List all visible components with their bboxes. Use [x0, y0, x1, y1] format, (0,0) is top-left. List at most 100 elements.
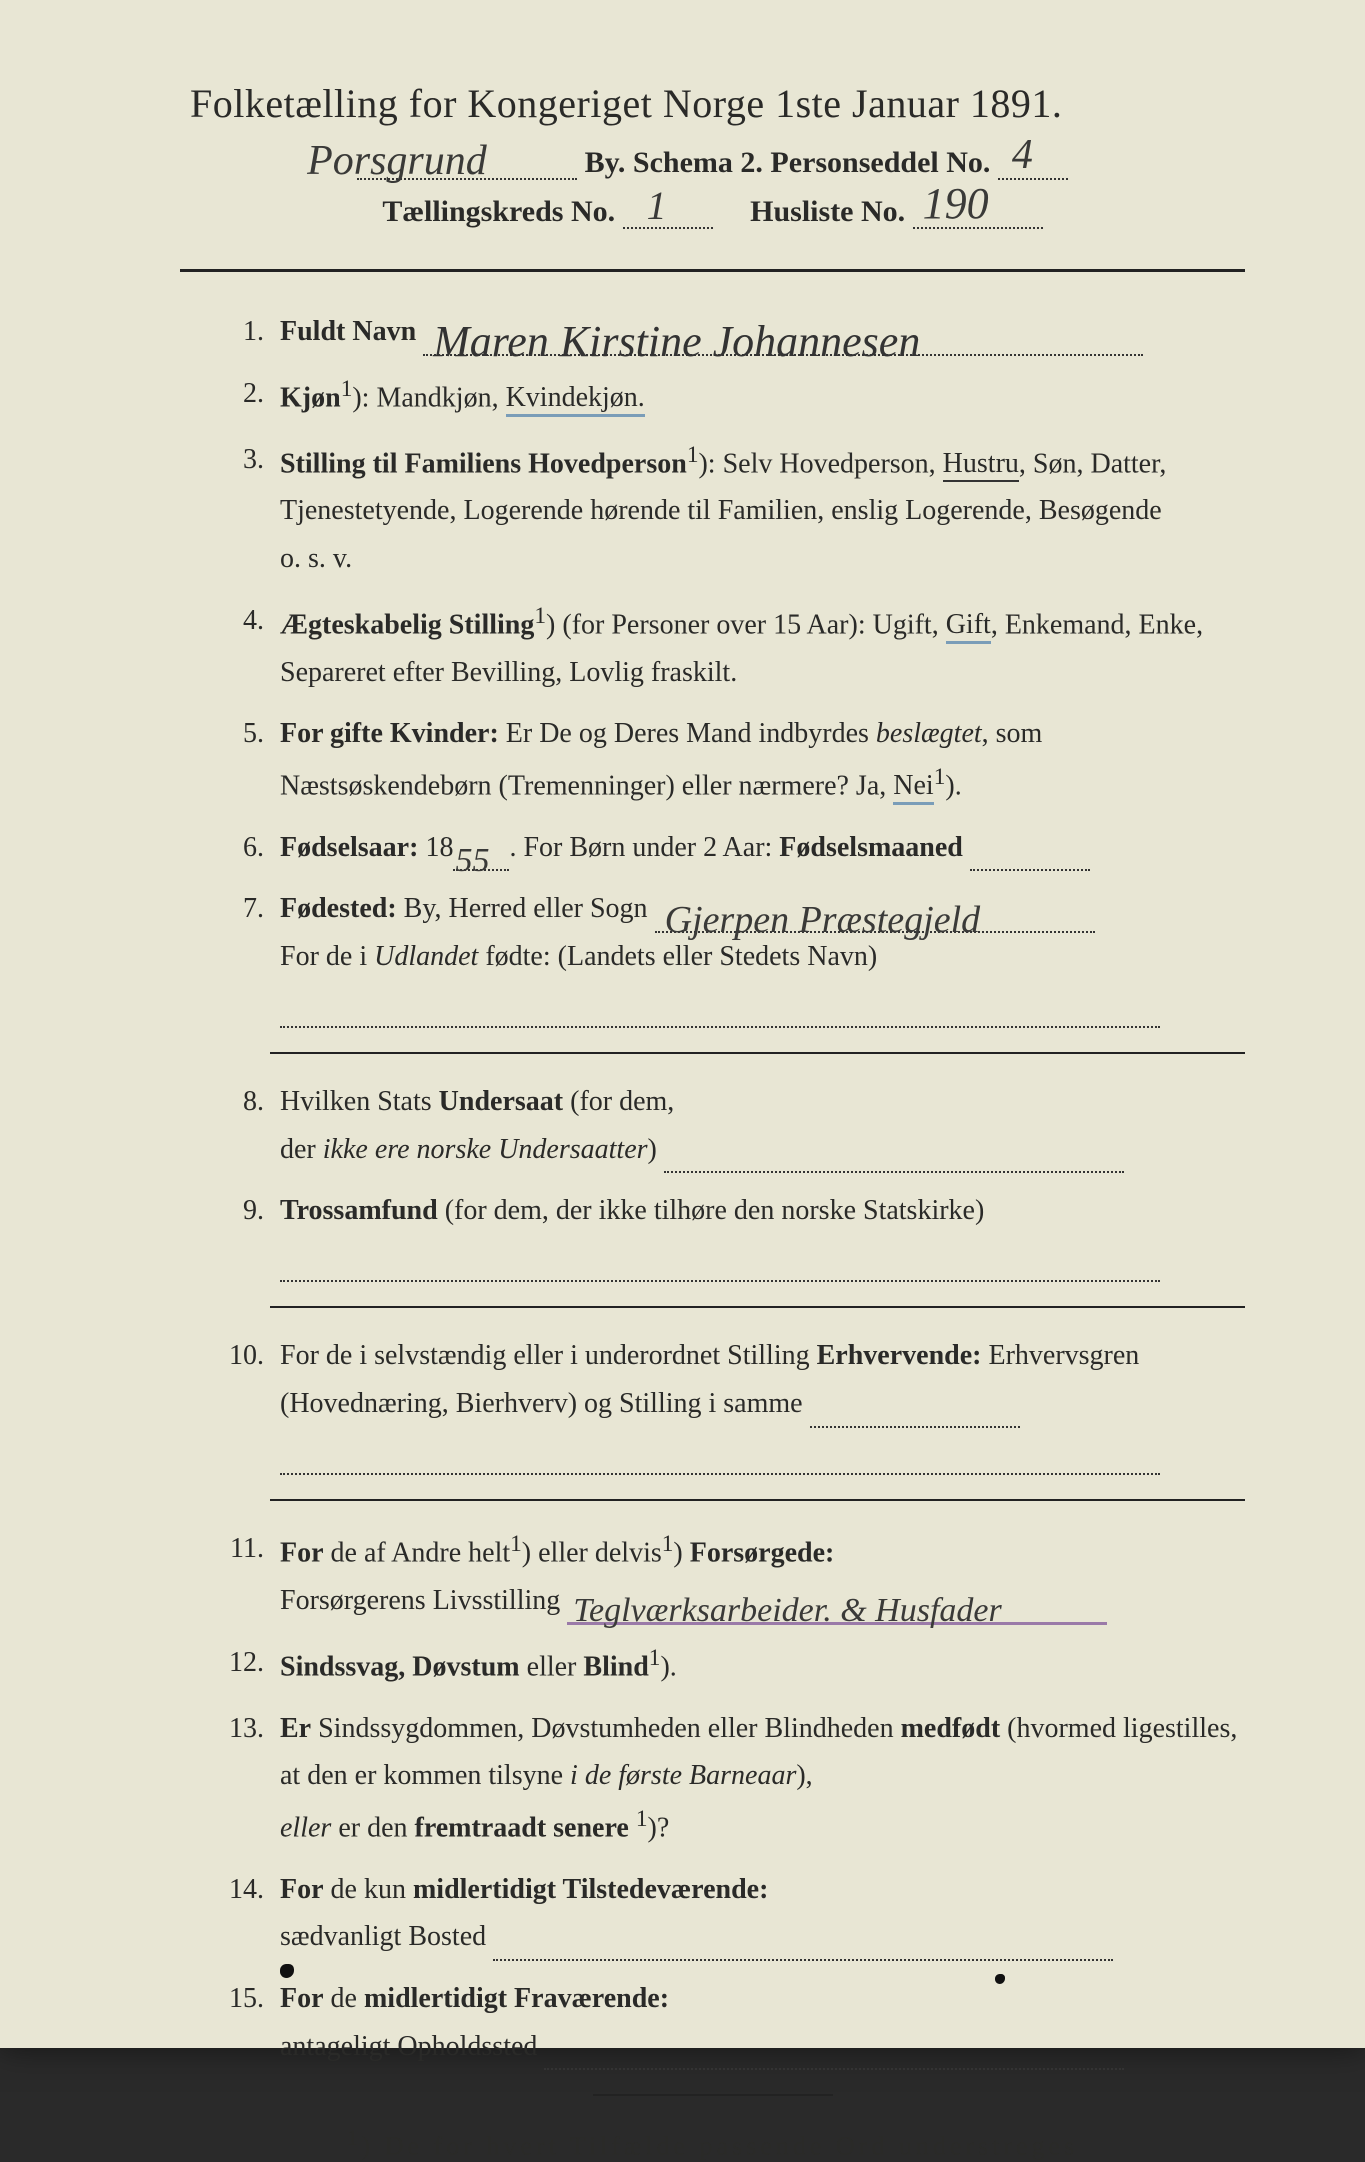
item-num: 4.	[180, 597, 280, 697]
text: eller	[520, 1651, 584, 1682]
name-handwritten: Maren Kirstine Johannesen	[433, 305, 920, 380]
label-fodselsmaaned: Fødselsmaaned	[779, 832, 963, 863]
item-12: 12. Sindssvag, Døvstum eller Blind1).	[180, 1639, 1245, 1691]
italic: ikke ere norske Undersaatter	[323, 1134, 648, 1165]
provider-fill: Teglværksarbeider. & Husfader	[567, 1590, 1107, 1625]
name-fill: Maren Kirstine Johannesen	[423, 323, 1143, 356]
item-num: 14.	[180, 1866, 280, 1961]
text: Sindssygdommen, Døvstumheden eller Blind…	[311, 1713, 901, 1744]
bold: Forsørgede:	[690, 1538, 835, 1569]
item-num: 7.	[180, 885, 280, 1028]
item-body: Stilling til Familiens Hovedperson1): Se…	[280, 436, 1245, 583]
footnote-text: ) De for hvert Tilfælde passende Ord und…	[362, 2132, 1079, 2161]
dotfill	[280, 995, 1160, 1028]
item-1: 1. Fuldt Navn Maren Kirstine Johannesen	[180, 308, 1245, 356]
item-body: Sindssvag, Døvstum eller Blind1).	[280, 1639, 1245, 1691]
label-fodested: Fødested:	[280, 893, 397, 924]
city-fill: Porsgrund	[357, 145, 577, 180]
text: ).	[660, 1651, 676, 1682]
sup: 1	[341, 376, 353, 402]
kreds-no: 1	[647, 182, 667, 229]
text: For de i	[280, 941, 374, 972]
text: . For Børn under 2 Aar:	[509, 832, 779, 863]
kreds-no-fill: 1	[623, 194, 713, 229]
dotfill	[280, 1250, 1160, 1283]
rule-mid-1	[270, 1052, 1245, 1054]
item-body: For de af Andre helt1) eller delvis1) Fo…	[280, 1525, 1245, 1625]
dotfill	[544, 2037, 1124, 2070]
sup: 1	[534, 603, 546, 629]
item-body: Hvilken Stats Undersaat (for dem, der ik…	[280, 1078, 1245, 1173]
item-num: 15.	[180, 1975, 280, 2070]
item-7: 7. Fødested: By, Herred eller Sogn Gjerp…	[180, 885, 1245, 1028]
item-body: Fuldt Navn Maren Kirstine Johannesen	[280, 308, 1245, 356]
year-handwritten: 55	[455, 832, 489, 890]
text: de kun	[324, 1874, 413, 1905]
label-trossamfund: Trossamfund	[280, 1195, 438, 1226]
label-fodselsaar: Fødselsaar:	[280, 832, 418, 863]
item-num: 12.	[180, 1639, 280, 1691]
text: Hvilken Stats	[280, 1086, 439, 1117]
text: antageligt Opholdssted	[280, 2031, 537, 2062]
item-5: 5. For gifte Kvinder: Er De og Deres Man…	[180, 710, 1245, 810]
rule-mid-2	[270, 1306, 1245, 1308]
provider-handwritten: Teglværksarbeider. & Husfader	[573, 1582, 1001, 1640]
text: sædvanligt Bosted	[280, 1921, 486, 1952]
label-stilling: Stilling til Familiens Hovedperson	[280, 448, 687, 479]
option-kvindekjon: Kvindekjøn.	[506, 382, 645, 417]
birthplace-handwritten: Gjerpen Præstegjeld	[665, 888, 981, 953]
text: )	[673, 1538, 689, 1569]
husliste-label: Husliste No.	[750, 195, 905, 228]
item-9: 9. Trossamfund (for dem, der ikke tilhør…	[180, 1187, 1245, 1282]
text: de af Andre helt	[324, 1538, 511, 1569]
italic: eller	[280, 1812, 331, 1843]
italic: beslægtet	[876, 718, 982, 749]
item-num: 9.	[180, 1187, 280, 1282]
sup: 1	[636, 1806, 648, 1832]
text: er den	[331, 1812, 414, 1843]
item-num: 13.	[180, 1705, 280, 1852]
item-num: 10.	[180, 1332, 280, 1475]
option-gift: Gift	[946, 609, 991, 644]
form-title: Folketælling for Kongeriget Norge 1ste J…	[190, 80, 1245, 127]
dotfill	[810, 1395, 1020, 1428]
text: ): Selv Hovedperson,	[698, 448, 942, 479]
item-body: Er Sindssygdommen, Døvstumheden eller Bl…	[280, 1705, 1245, 1852]
bold: Blind	[583, 1651, 648, 1682]
text: ),	[796, 1760, 812, 1791]
sup: 1	[934, 764, 946, 790]
item-4: 4. Ægteskabelig Stilling1) (for Personer…	[180, 597, 1245, 697]
item-11: 11. For de af Andre helt1) eller delvis1…	[180, 1525, 1245, 1625]
item-6: 6. Fødselsaar: 1855. For Børn under 2 Aa…	[180, 824, 1245, 872]
item-body: Fødselsaar: 1855. For Børn under 2 Aar: …	[280, 824, 1245, 872]
italic: Udlandet	[374, 941, 478, 972]
item-body: Trossamfund (for dem, der ikke tilhøre d…	[280, 1187, 1245, 1282]
italic: i de første Barneaar	[570, 1760, 796, 1791]
bold: medfødt	[901, 1713, 1001, 1744]
label: Er	[280, 1713, 311, 1744]
birthplace-fill: Gjerpen Præstegjeld	[655, 900, 1095, 933]
text: ).	[945, 770, 961, 801]
sup: 1	[347, 2126, 362, 2150]
label: Sindssvag, Døvstum	[280, 1651, 520, 1682]
item-body: For de i selvstændig eller i underordnet…	[280, 1332, 1245, 1475]
item-num: 6.	[180, 824, 280, 872]
sup: 1	[687, 442, 699, 468]
item-body: For de midlertidigt Fraværende: antageli…	[280, 1975, 1245, 2070]
item-body: For gifte Kvinder: Er De og Deres Mand i…	[280, 710, 1245, 810]
label: For	[280, 1874, 324, 1905]
rule-top	[180, 269, 1245, 272]
text: )	[648, 1134, 657, 1165]
header-line-3: Tællingskreds No. 1 Husliste No. 190	[180, 194, 1245, 229]
text: ) eller delvis	[522, 1538, 662, 1569]
text: (for dem,	[563, 1086, 674, 1117]
city-handwritten: Porsgrund	[307, 137, 487, 185]
label: For	[280, 1983, 324, 2014]
text: o. s. v.	[280, 543, 352, 574]
bold: Erhvervende:	[817, 1340, 982, 1371]
item-body: For de kun midlertidigt Tilstedeværende:…	[280, 1866, 1245, 1961]
bold: midlertidigt Fraværende:	[364, 1983, 669, 2014]
husliste-no-fill: 190	[913, 194, 1043, 229]
item-15: 15. For de midlertidigt Fraværende: anta…	[180, 1975, 1245, 2070]
sup: 1	[662, 1531, 674, 1557]
